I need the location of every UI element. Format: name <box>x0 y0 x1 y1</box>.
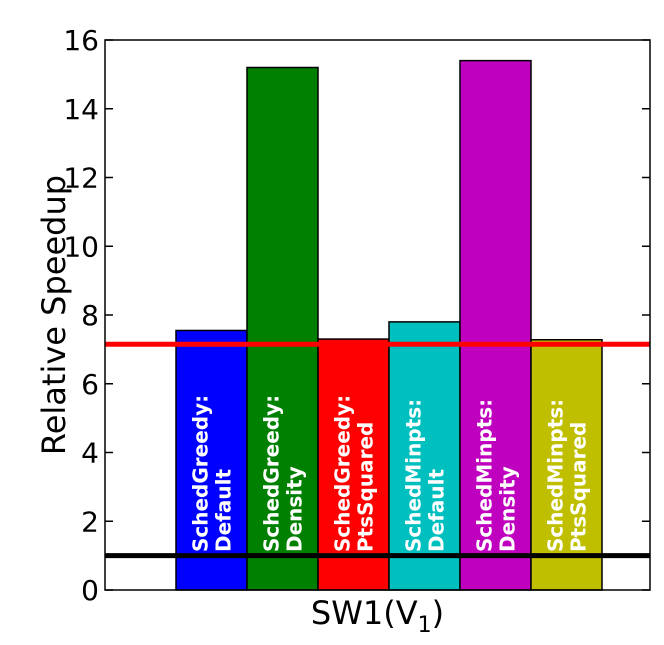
y-tick-label-10: 10 <box>63 230 99 263</box>
x-axis-label-close: ) <box>432 594 444 632</box>
bar-label-6: SchedMinpts:PtsSquared <box>544 399 591 552</box>
y-ticks-layer: 0 2 4 6 8 10 12 14 16 <box>63 24 650 607</box>
y-tick-label-6: 6 <box>81 368 99 401</box>
bar-label-5: SchedMinpts:Density <box>473 399 520 552</box>
reference-lines-layer <box>105 341 650 559</box>
x-axis-label-subscript: 1 <box>418 613 432 638</box>
bar-label-3: SchedGreedy:PtsSquared <box>331 395 378 552</box>
bar-label-4: SchedMinpts:Default <box>402 399 449 552</box>
bar-2 <box>246 66 319 591</box>
bar-6 <box>530 339 603 591</box>
x-axis-label: SW1(V1) <box>311 594 444 638</box>
y-tick-label-0: 0 <box>81 574 99 607</box>
y-axis-label: Relative Speedup <box>35 175 73 455</box>
bar-3 <box>317 338 390 591</box>
y-tick-label-14: 14 <box>63 93 99 126</box>
bar-label-2: SchedGreedy:Density <box>260 395 307 552</box>
bar-5 <box>459 59 532 591</box>
bar-labels-layer: SchedGreedy:Default SchedGreedy:Density Sc… <box>189 395 591 552</box>
y-tick-label-8: 8 <box>81 299 99 332</box>
x-axis-label-text: SW1(V <box>311 594 418 632</box>
y-tick-label-4: 4 <box>81 437 99 470</box>
y-tick-label-12: 12 <box>63 162 99 195</box>
y-tick-label-2: 2 <box>81 505 99 538</box>
bar-1 <box>175 329 248 591</box>
bar-label-1: SchedGreedy:Default <box>189 395 236 552</box>
bars-layer <box>175 59 603 591</box>
y-tick-label-16: 16 <box>63 24 99 57</box>
bar-4 <box>388 321 461 591</box>
